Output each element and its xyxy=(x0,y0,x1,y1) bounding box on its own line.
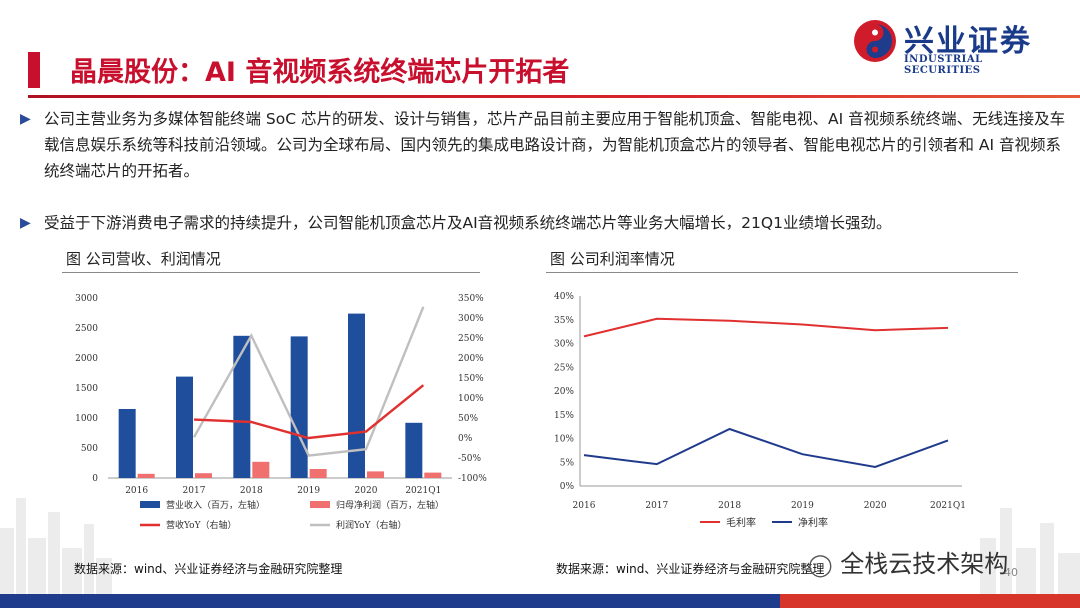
legend-revenue-label: 营业收入（百万，左轴） xyxy=(166,499,265,511)
legend-revenue-yoy-label: 营收YoY（右轴） xyxy=(166,519,237,531)
x-tick-label: 2017 xyxy=(183,486,206,496)
x-tick-label: 2018 xyxy=(240,486,263,496)
x-tick-label: 2017 xyxy=(645,501,668,511)
y-left-tick-label: 3000 xyxy=(75,294,98,304)
y-right-tick-label: 250% xyxy=(458,334,484,344)
margin-chart: 0% 5% 10% 15% 20% 25% 30% 35% 40% 2016 2017 2018 201… xyxy=(554,292,966,529)
y-tick-label: 20% xyxy=(554,387,574,397)
brand-name-en: INDUSTRIAL SECURITIES xyxy=(904,54,983,76)
wechat-icon: ◯ xyxy=(808,553,833,578)
bar-net-profit xyxy=(195,473,212,478)
y-right-tick-label: 350% xyxy=(458,294,484,304)
y-left-tick-label: 1000 xyxy=(75,414,98,424)
x-tick-label: 2021Q1 xyxy=(930,501,966,511)
y-tick-label: 10% xyxy=(554,435,574,445)
legend-gross-margin-label: 毛利率 xyxy=(726,516,756,529)
legend-net-profit-label: 归母净利润（百万，左轴） xyxy=(336,499,444,511)
x-tick-label: 2020 xyxy=(864,501,887,511)
right-figure-title: 图 公司利润率情况 xyxy=(550,250,675,268)
footer-bar-blue xyxy=(0,594,780,608)
line-gross-margin xyxy=(583,317,949,338)
bar-revenue xyxy=(118,409,136,478)
bar-net-profit xyxy=(252,461,270,478)
y-left-tick-label: 500 xyxy=(81,444,98,454)
y-tick-label: 35% xyxy=(554,316,574,326)
y-left-tick-label: 1500 xyxy=(75,384,98,394)
page-title: 晶晨股份：AI 音视频系统终端芯片开拓者 xyxy=(70,57,570,88)
line-profit-yoy xyxy=(192,306,425,457)
bar-revenue xyxy=(405,422,423,478)
x-tick-label: 2020 xyxy=(355,486,378,496)
bullet-1-text: 公司主营业务为多媒体智能终端 SoC 芯片的研发、设计与销售，芯片产品目前主要应… xyxy=(44,110,1066,180)
bar-revenue xyxy=(348,313,365,478)
bar-net-profit xyxy=(367,471,384,478)
brand-name-cn: 兴业证券 xyxy=(904,24,1032,59)
y-tick-label: 25% xyxy=(554,363,574,373)
line-net-margin xyxy=(583,427,949,469)
brand-logo: 兴业证券 INDUSTRIAL SECURITIES xyxy=(852,14,1062,76)
y-right-tick-label: 200% xyxy=(458,354,484,364)
y-left-tick-label: 0 xyxy=(92,474,98,484)
x-tick-label: 2021Q1 xyxy=(405,486,441,496)
right-figure-source: 数据来源：wind、兴业证券经济与金融研究院整理 xyxy=(556,562,825,576)
legend-revenue-swatch xyxy=(140,501,160,508)
right-figure-rule xyxy=(546,272,1018,273)
y-tick-label: 0% xyxy=(560,482,575,492)
y-right-tick-label: -50% xyxy=(458,454,481,464)
skyline-background xyxy=(0,498,1080,608)
y-right-tick-label: 100% xyxy=(458,394,484,404)
title-accent-bar xyxy=(28,52,40,88)
y-right-tick-label: 300% xyxy=(458,314,484,324)
x-tick-label: 2019 xyxy=(297,486,320,496)
wechat-watermark: ◯ 全栈云技术架构 xyxy=(808,544,1008,579)
x-tick-label: 2019 xyxy=(791,501,814,511)
legend-net-profit-swatch xyxy=(310,501,330,508)
legend-net-margin-label: 净利率 xyxy=(798,516,828,529)
legend-profit-yoy-label: 利润YoY（右轴） xyxy=(336,519,407,531)
y-right-tick-label: 150% xyxy=(458,374,484,384)
line-revenue-yoy xyxy=(193,384,425,440)
bullet-2-text: 受益于下游消费电子需求的持续提升，公司智能机顶盒芯片及AI音视频系统终端芯片等业… xyxy=(44,214,892,232)
left-figure-title: 图 公司营收、利润情况 xyxy=(66,250,221,268)
left-figure-rule xyxy=(62,272,480,273)
y-left-tick-label: 2000 xyxy=(75,354,98,364)
y-right-tick-label: 0% xyxy=(458,434,473,444)
y-right-tick-label: -100% xyxy=(458,474,487,484)
y-tick-label: 15% xyxy=(554,411,574,421)
bar-net-profit xyxy=(424,472,442,478)
bar-net-profit xyxy=(309,469,327,478)
y-tick-label: 30% xyxy=(554,340,574,350)
bar-revenue xyxy=(290,336,308,478)
y-right-tick-label: 50% xyxy=(458,414,478,424)
bullet-arrow-icon: ▶ xyxy=(20,111,31,127)
bullet-arrow-icon: ▶ xyxy=(20,215,31,231)
bar-revenue xyxy=(176,376,193,478)
bar-revenue xyxy=(233,335,251,478)
title-divider xyxy=(28,95,1080,98)
bullet-1: ▶ 公司主营业务为多媒体智能终端 SoC 芯片的研发、设计与销售，芯片产品目前主… xyxy=(20,106,1070,186)
x-tick-label: 2016 xyxy=(573,501,596,511)
left-figure-source: 数据来源：wind、兴业证券经济与金融研究院整理 xyxy=(74,562,343,576)
bar-net-profit xyxy=(137,473,155,478)
x-tick-label: 2016 xyxy=(125,486,148,496)
watermark-text: 全栈云技术架构 xyxy=(840,550,1009,578)
y-tick-label: 5% xyxy=(560,458,575,468)
bullet-2: ▶ 受益于下游消费电子需求的持续提升，公司智能机顶盒芯片及AI音视频系统终端芯片… xyxy=(20,210,1070,238)
y-left-tick-label: 2500 xyxy=(75,324,98,334)
footer-bar-red xyxy=(780,594,1080,608)
x-tick-label: 2018 xyxy=(718,501,741,511)
brand-logo-icon xyxy=(854,20,896,62)
y-tick-label: 40% xyxy=(554,292,574,302)
revenue-profit-chart: 0 500 1000 1500 2000 2500 3000 -100% -50% 0% 50% 10… xyxy=(75,294,487,531)
page-number: 40 xyxy=(1004,566,1018,579)
